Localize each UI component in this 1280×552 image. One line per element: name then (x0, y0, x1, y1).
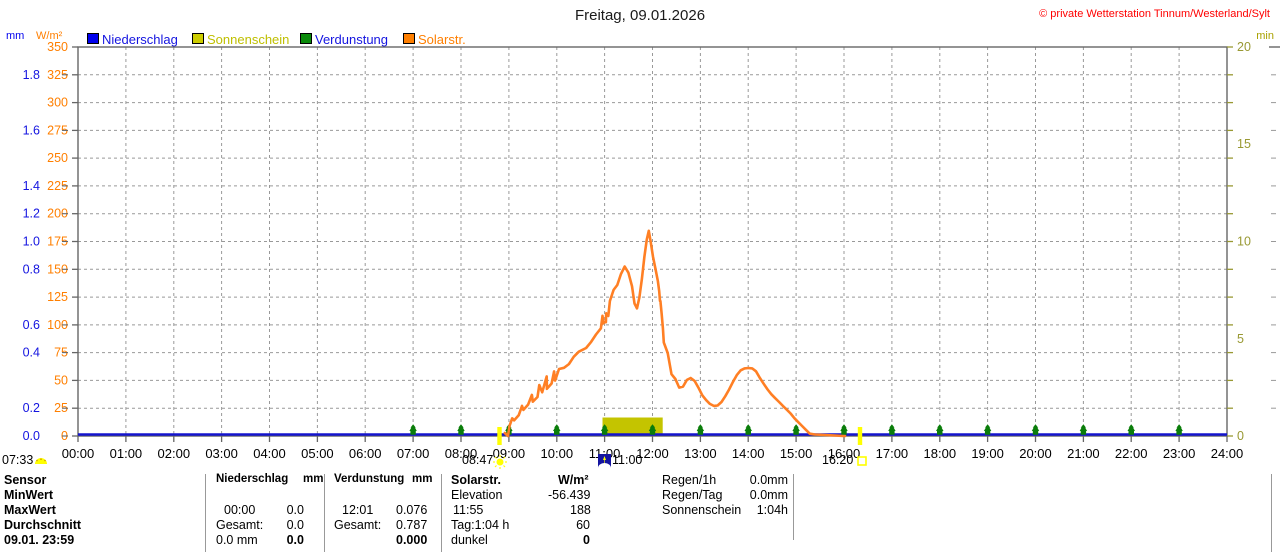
svg-text:125: 125 (47, 290, 68, 304)
svg-text:300: 300 (47, 96, 68, 110)
svg-text:0.8: 0.8 (23, 262, 40, 276)
svg-text:10: 10 (1237, 235, 1251, 249)
svg-text:0.2: 0.2 (23, 401, 40, 415)
svg-text:1.6: 1.6 (23, 123, 40, 137)
svg-text:5: 5 (1237, 332, 1244, 346)
svg-text:0.0: 0.0 (23, 429, 40, 443)
svg-text:0.6: 0.6 (23, 318, 40, 332)
svg-text:0.4: 0.4 (23, 346, 40, 360)
svg-text:1.0: 1.0 (23, 235, 40, 249)
svg-text:20: 20 (1237, 40, 1251, 54)
svg-text:0: 0 (1237, 429, 1244, 443)
svg-text:1.4: 1.4 (23, 179, 40, 193)
svg-text:50: 50 (54, 373, 68, 387)
svg-text:250: 250 (47, 151, 68, 165)
svg-text:1.8: 1.8 (23, 68, 40, 82)
svg-text:1.2: 1.2 (23, 207, 40, 221)
svg-text:350: 350 (47, 40, 68, 54)
svg-text:15: 15 (1237, 137, 1251, 151)
